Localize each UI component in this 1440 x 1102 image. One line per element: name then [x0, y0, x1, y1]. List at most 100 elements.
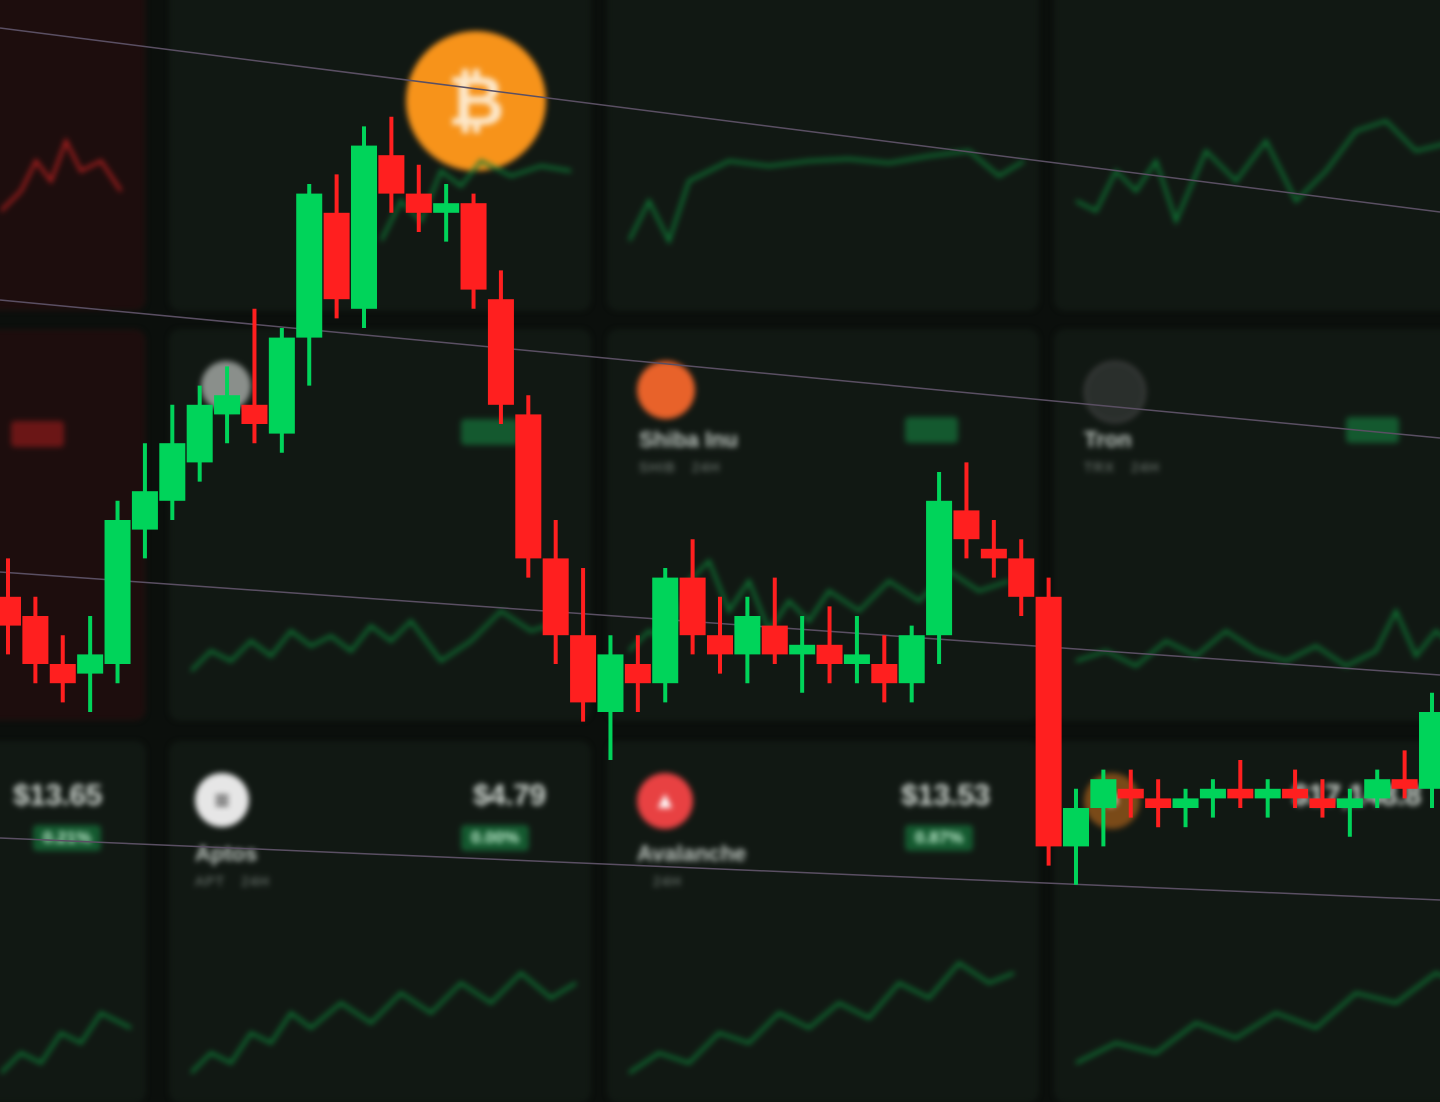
candle-body [734, 616, 761, 655]
candle [159, 404, 186, 520]
candle-body [296, 193, 323, 338]
gridline [0, 27, 1440, 213]
candle [405, 164, 432, 232]
card-bottom-left[interactable]: $13.65 0.21% [0, 742, 145, 1102]
coin-period: 24H [1131, 459, 1160, 475]
candle [323, 174, 350, 319]
change-badge [905, 417, 959, 443]
card-bitcoin[interactable]: ₿ [170, 0, 590, 310]
candle [816, 606, 843, 684]
candle [624, 635, 651, 712]
candle-body [1035, 596, 1062, 847]
candle-body [214, 395, 241, 415]
candle [1117, 769, 1144, 818]
candle-body [49, 664, 76, 684]
candle [843, 616, 870, 684]
candle-body [898, 635, 925, 684]
candle-body [104, 520, 131, 664]
coin-ticker: APT [195, 873, 226, 889]
candle [515, 395, 542, 578]
coin-name: Aptos [195, 841, 258, 866]
candle [542, 520, 569, 664]
sparkline [629, 961, 1015, 1075]
candle-body [679, 577, 706, 636]
candle-body [1282, 788, 1309, 799]
candle [1199, 779, 1226, 818]
sparkline [191, 609, 562, 673]
sparkline [1, 137, 123, 213]
candle-body [1172, 798, 1199, 808]
candle-body [542, 558, 569, 636]
change-badge: 0.00% [461, 825, 530, 851]
coin-price: $4.79 [473, 779, 546, 812]
candle [871, 635, 898, 703]
candle-body [22, 616, 49, 664]
candle [1227, 760, 1254, 808]
candle-body [1062, 808, 1090, 847]
candle [1090, 769, 1117, 847]
candle [761, 577, 788, 664]
candle [1309, 779, 1336, 818]
candle-body [460, 203, 487, 290]
candle-body [570, 635, 597, 703]
coin-meta: 24H [637, 873, 698, 889]
candle [104, 500, 131, 684]
bitcoin-icon: ₿ [406, 31, 546, 171]
gridline [0, 299, 1440, 439]
coin-period: 24H [653, 873, 682, 889]
candle [487, 270, 514, 424]
candle-body [241, 404, 268, 424]
change-badge [461, 419, 519, 445]
candle [1062, 788, 1090, 885]
candle-body [433, 203, 460, 213]
candle-body [159, 443, 186, 501]
candle-body [0, 596, 22, 626]
sparkline [1076, 971, 1440, 1065]
candle-body [953, 510, 980, 540]
candle-body [323, 212, 350, 300]
candle-body [487, 299, 514, 405]
card-aptos[interactable]: ≡ $4.79 0.00% Aptos APT 24H [170, 742, 590, 1102]
candle-body [378, 155, 405, 194]
candle [1254, 779, 1281, 818]
candle [214, 366, 241, 444]
card-top-right[interactable] [1055, 0, 1440, 310]
candle-body [871, 664, 898, 684]
chart-gridlines [0, 27, 1440, 901]
card-top-left-red[interactable] [0, 0, 145, 310]
candle [1282, 769, 1309, 808]
candle [131, 443, 158, 559]
change-badge: 0.87% [905, 825, 974, 851]
candle-body [761, 625, 788, 655]
candle-body [405, 193, 432, 213]
candle [1336, 788, 1363, 837]
card-ethereum[interactable] [608, 0, 1038, 310]
card-tron[interactable]: Tron TRX 24H [1055, 330, 1440, 720]
candle-body [652, 577, 679, 684]
candle [926, 472, 953, 664]
shiba-inu-icon [637, 361, 695, 419]
candle [268, 328, 295, 453]
candle [706, 596, 734, 674]
candle-body [706, 635, 734, 655]
candle-body [77, 654, 104, 674]
candle-body [186, 404, 213, 463]
candle [953, 462, 980, 559]
candle [734, 596, 761, 684]
candle [1145, 779, 1172, 828]
candle [898, 625, 925, 703]
card-avalanche[interactable]: ▲ $13.53 0.87% Avalanche 24H [608, 742, 1038, 1102]
candle-body [1391, 779, 1418, 789]
coin-name: Avalanche [637, 841, 747, 866]
candle [186, 385, 213, 482]
candle [1364, 769, 1391, 808]
coin-price: $13.65 [13, 779, 102, 812]
candle [241, 308, 268, 444]
change-badge: 0.21% [33, 825, 102, 851]
change-badge [11, 421, 65, 447]
gridline [0, 837, 1440, 901]
candle [679, 539, 706, 655]
candle [652, 568, 679, 703]
